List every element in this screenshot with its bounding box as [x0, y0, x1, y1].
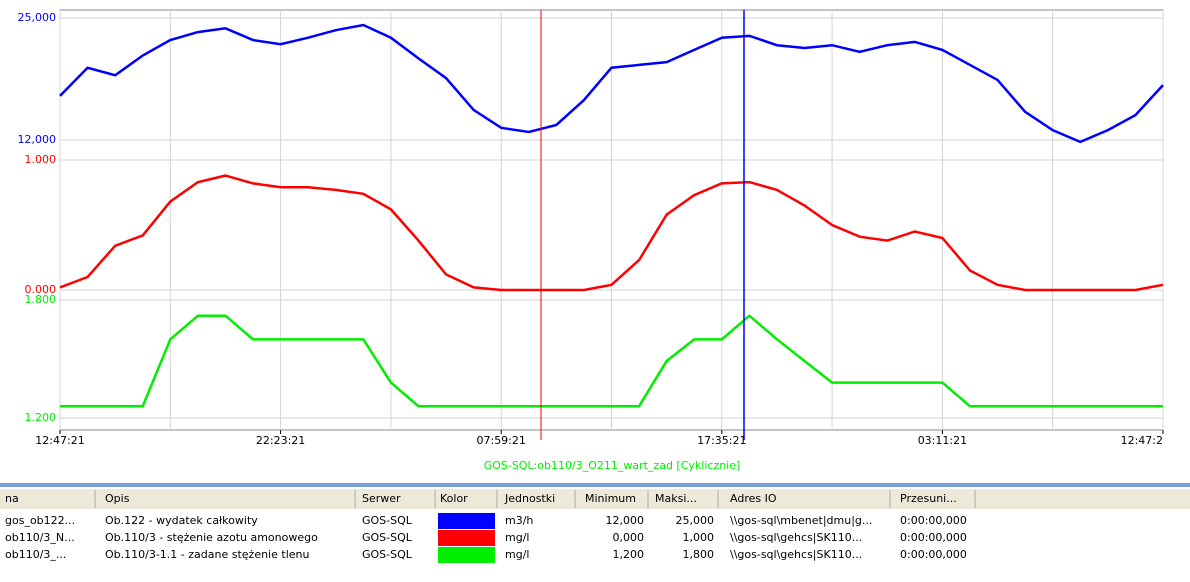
color-swatch — [438, 513, 495, 529]
y-tick-label: 1.800 — [25, 293, 57, 306]
table-cell: GOS-SQL — [362, 514, 413, 527]
x-tick-label: 03:11:21 — [918, 434, 967, 447]
x-tick-label: 07:59:21 — [476, 434, 525, 447]
x-tick-label: 22:23:21 — [256, 434, 305, 447]
splitter[interactable] — [0, 483, 1190, 487]
column-header: Serwer — [362, 492, 401, 505]
column-header: Minimum — [585, 492, 636, 505]
table-cell: m3/h — [505, 514, 533, 527]
x-tick-label: 12:47:21 — [35, 434, 84, 447]
table-cell: ob110/3_N... — [5, 531, 75, 544]
column-header: Kolor — [440, 492, 468, 505]
y-tick-label: 0.000 — [25, 283, 57, 296]
color-swatch — [438, 547, 495, 563]
column-header: Przesuni... — [900, 492, 957, 505]
table-cell: Ob.110/3 - stężenie azotu amonowego — [105, 531, 318, 544]
table-cell: gos_ob122... — [5, 514, 75, 527]
table-cell: 0:00:00,000 — [900, 514, 967, 527]
table-cell: \\gos-sql\gehcs|SK110... — [730, 531, 862, 544]
y-tick-label: 1.000 — [25, 153, 57, 166]
table-cell: mg/l — [505, 548, 529, 561]
table-cell: 12,000 — [606, 514, 645, 527]
x-tick-label: 12:47:2 — [1121, 434, 1163, 447]
column-header: Opis — [105, 492, 130, 505]
color-swatch — [438, 530, 495, 546]
table-cell: Ob.122 - wydatek całkowity — [105, 514, 258, 527]
table-cell: \\gos-sql\mbenet|dmu|g... — [730, 514, 872, 527]
trend-line — [60, 314, 1163, 408]
table-cell: 25,000 — [676, 514, 715, 527]
table-cell: 1,800 — [683, 548, 715, 561]
table-cell: 0:00:00,000 — [900, 548, 967, 561]
axis-caption: GOS-SQL:ob110/3_O211_wart_zad [Cykliczni… — [484, 459, 741, 472]
trend-line — [59, 23, 1164, 144]
table-cell: 1,000 — [683, 531, 715, 544]
x-tick-label: 17:35:21 — [697, 434, 746, 447]
column-header: Jednostki — [504, 492, 555, 505]
column-header: na — [5, 492, 19, 505]
column-header: Maksi... — [655, 492, 697, 505]
y-tick-label: 25,000 — [18, 11, 57, 24]
trend-line — [59, 174, 1164, 292]
table-cell: \\gos-sql\gehcs|SK110... — [730, 548, 862, 561]
y-tick-label: 12,000 — [18, 133, 57, 146]
table-cell: mg/l — [505, 531, 529, 544]
table-cell: 0,000 — [613, 531, 645, 544]
table-cell: GOS-SQL — [362, 531, 413, 544]
table-cell: Ob.110/3-1.1 - zadane stężenie tlenu — [105, 548, 309, 561]
table-cell: 0:00:00,000 — [900, 531, 967, 544]
table-cell: ob110/3_... — [5, 548, 66, 561]
column-header: Adres IO — [730, 492, 777, 505]
y-tick-label: 1.200 — [25, 411, 57, 424]
table-cell: 1,200 — [613, 548, 645, 561]
table-header-bg — [0, 489, 1190, 509]
table-cell: GOS-SQL — [362, 548, 413, 561]
